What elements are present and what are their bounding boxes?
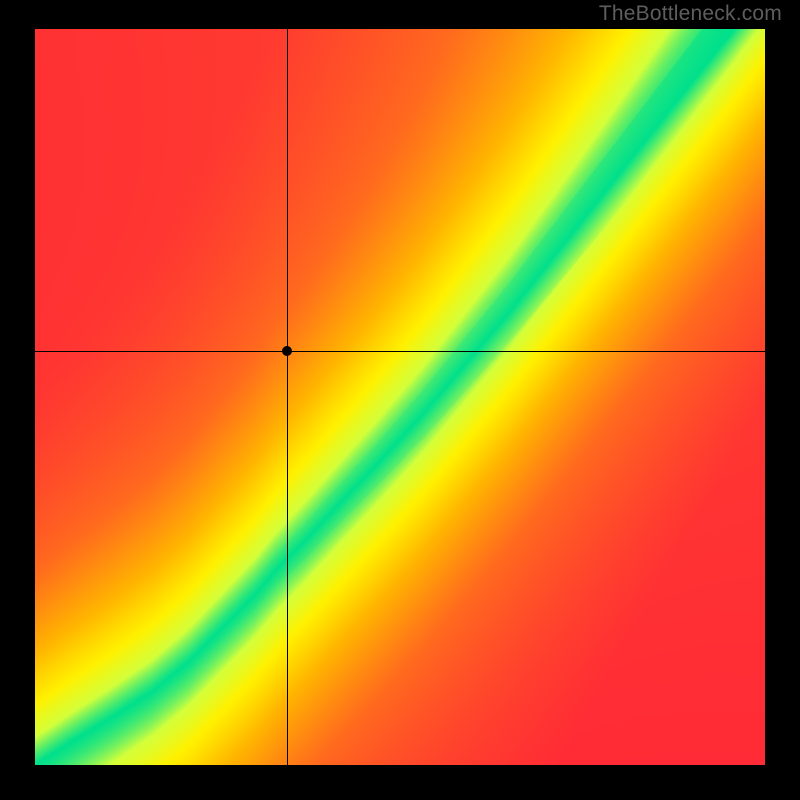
crosshair-horizontal xyxy=(35,351,765,352)
heatmap-canvas xyxy=(35,29,765,765)
crosshair-vertical xyxy=(287,29,288,765)
chart-container: TheBottleneck.com xyxy=(0,0,800,800)
crosshair-marker xyxy=(282,346,292,356)
watermark-text: TheBottleneck.com xyxy=(599,2,782,26)
